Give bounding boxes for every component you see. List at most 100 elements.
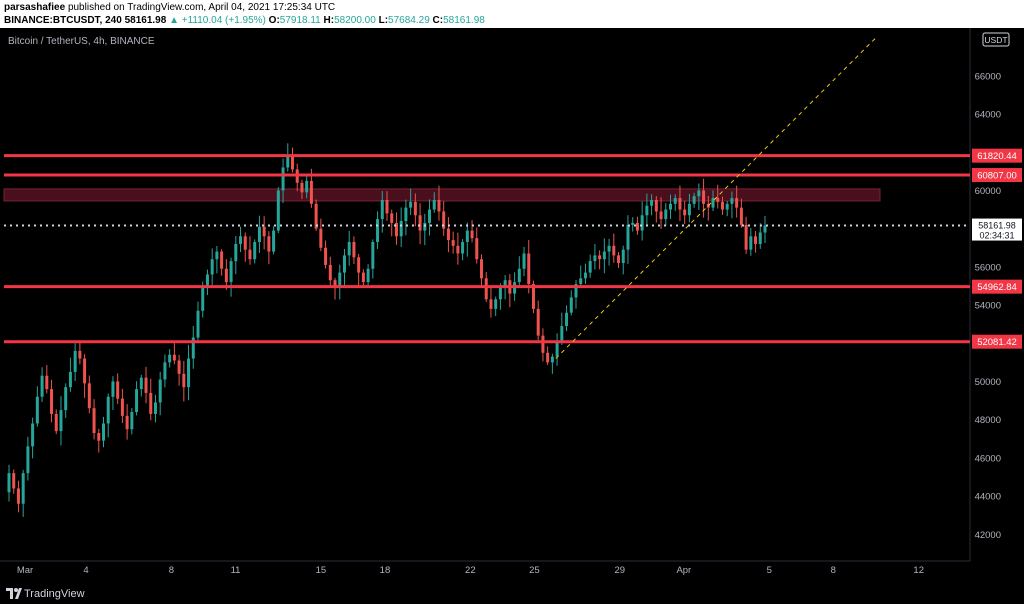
candle-body bbox=[78, 350, 82, 359]
candle-body bbox=[735, 198, 739, 208]
candle-body bbox=[602, 251, 606, 260]
x-tick-label: 11 bbox=[231, 565, 241, 576]
candle-body bbox=[347, 242, 351, 256]
candle-body bbox=[503, 280, 507, 288]
candle-body bbox=[470, 230, 474, 239]
candle-body bbox=[201, 287, 205, 311]
y-tick-label: 42000 bbox=[975, 530, 1001, 541]
candle-body bbox=[106, 396, 110, 424]
candle-body bbox=[480, 259, 483, 279]
candle-body bbox=[720, 201, 724, 210]
y-tick-label: 50000 bbox=[975, 377, 1001, 388]
open-value: 57918.11 bbox=[279, 15, 321, 26]
countdown-label: 02:34:31 bbox=[979, 231, 1014, 241]
candle-body bbox=[361, 272, 365, 283]
candle-body bbox=[144, 377, 148, 393]
candle-body bbox=[390, 213, 394, 223]
candle-body bbox=[45, 375, 49, 390]
candle-body bbox=[125, 415, 129, 430]
candle-body bbox=[673, 198, 677, 204]
candle-body bbox=[749, 236, 753, 250]
high-label: H: bbox=[323, 15, 335, 26]
candle-body bbox=[527, 253, 531, 285]
candle-body bbox=[220, 251, 224, 269]
candle-body bbox=[739, 207, 743, 225]
chart-background bbox=[0, 28, 1024, 584]
candle-body bbox=[640, 215, 644, 231]
candle-body bbox=[645, 205, 649, 216]
tradingview-logo-icon bbox=[6, 588, 22, 599]
candle-body bbox=[187, 358, 191, 388]
candle-body bbox=[461, 242, 465, 254]
candle-body bbox=[692, 196, 696, 204]
candle-body bbox=[730, 198, 734, 204]
candle-body bbox=[631, 222, 635, 225]
candle-body bbox=[569, 297, 573, 313]
level-label-box bbox=[972, 168, 1022, 183]
candle-body bbox=[342, 255, 346, 273]
candle-body bbox=[272, 230, 276, 252]
x-tick-label: 25 bbox=[529, 565, 540, 576]
candle-body bbox=[612, 245, 616, 256]
candle-body bbox=[621, 249, 625, 264]
candle-body bbox=[574, 284, 578, 298]
candle-body bbox=[116, 381, 120, 399]
candle-body bbox=[309, 180, 313, 204]
candle-body bbox=[338, 272, 342, 288]
trendline bbox=[555, 37, 877, 359]
x-tick-label: 8 bbox=[831, 565, 836, 576]
candle-body bbox=[399, 221, 403, 237]
candle-body bbox=[716, 198, 720, 202]
candle-body bbox=[243, 236, 247, 250]
candle-body bbox=[191, 337, 195, 359]
candle-body bbox=[432, 199, 436, 210]
candle-body bbox=[83, 358, 87, 384]
candle-body bbox=[68, 371, 72, 388]
candle-body bbox=[744, 224, 748, 250]
candle-body bbox=[324, 247, 328, 265]
candle-body bbox=[423, 222, 427, 231]
level-label-box bbox=[972, 279, 1022, 294]
candle-body bbox=[31, 423, 35, 447]
candle-body bbox=[465, 230, 469, 243]
candle-body bbox=[598, 255, 602, 260]
candle-body bbox=[437, 199, 441, 212]
candle-body bbox=[664, 209, 668, 220]
author-name[interactable]: parsashafiee bbox=[4, 2, 66, 13]
level-label: 61820.44 bbox=[977, 151, 1017, 162]
candle-body bbox=[319, 228, 323, 248]
candle-body bbox=[257, 226, 261, 243]
candle-body bbox=[531, 284, 535, 309]
candle-body bbox=[153, 402, 157, 414]
candle-body bbox=[314, 203, 318, 229]
last-price-value: 58161.98 bbox=[124, 15, 167, 26]
candle-body bbox=[248, 249, 252, 260]
candle-body bbox=[550, 356, 554, 363]
resistance-zone bbox=[3, 188, 881, 202]
candle-body bbox=[758, 232, 762, 244]
candle-body bbox=[239, 236, 243, 244]
y-tick-label: 66000 bbox=[975, 71, 1001, 82]
price-chart[interactable]: Bitcoin / TetherUS, 4h, BINANCE 42000 4400… bbox=[0, 28, 1024, 584]
candle-body bbox=[7, 473, 11, 493]
x-tick-label: 18 bbox=[380, 565, 391, 576]
candle-body bbox=[286, 156, 290, 168]
published-info: published on TradingView.com, April 04, … bbox=[67, 2, 336, 13]
candle-body bbox=[102, 423, 105, 441]
candle-body bbox=[92, 408, 96, 434]
candle-body bbox=[12, 473, 16, 489]
candle-body bbox=[683, 209, 687, 216]
candle-body bbox=[593, 255, 597, 262]
candle-body bbox=[205, 274, 209, 288]
candle-body bbox=[262, 226, 266, 237]
candle-body bbox=[409, 201, 413, 208]
candle-body bbox=[546, 352, 550, 363]
candle-body bbox=[234, 243, 238, 262]
candle-body bbox=[451, 240, 455, 246]
author-line: parsashafiee published on TradingView.co… bbox=[4, 2, 335, 13]
candle-body bbox=[328, 264, 332, 281]
candle-body bbox=[687, 203, 691, 216]
candle-body bbox=[357, 257, 361, 273]
candle-body bbox=[16, 488, 20, 504]
close-label: C: bbox=[432, 15, 444, 26]
